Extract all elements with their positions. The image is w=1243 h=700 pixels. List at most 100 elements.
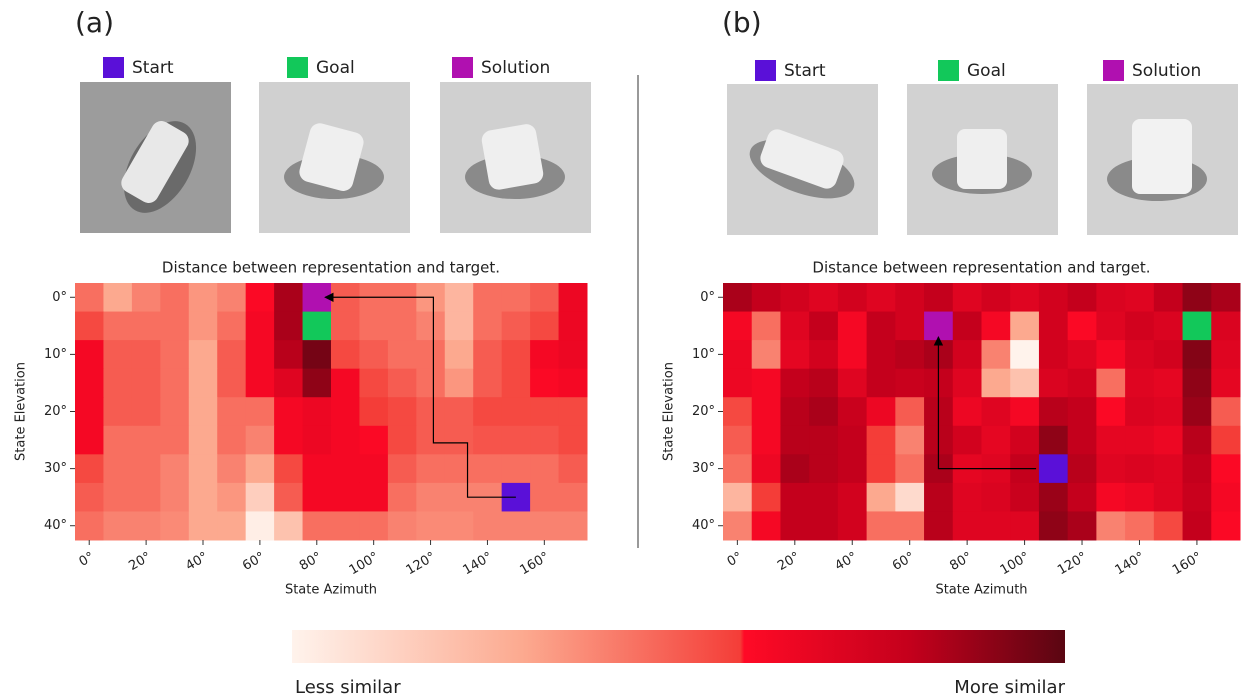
- heatmap-cell: [75, 482, 104, 512]
- panel-label: (b): [722, 6, 762, 39]
- heatmap-cell: [217, 397, 247, 427]
- heatmap-cell: [981, 368, 1011, 398]
- heatmap-cell: [1153, 482, 1184, 512]
- heatmap-cell: [359, 511, 389, 541]
- heatmap-cell: [331, 482, 360, 512]
- heatmap-cell: [981, 397, 1011, 427]
- heatmap-cell: [558, 340, 588, 370]
- heatmap-cell: [558, 311, 588, 341]
- heatmap-cell: [75, 425, 104, 455]
- heatmap-cell: [416, 482, 446, 512]
- heatmap-cell: [302, 340, 332, 370]
- marker-goal: [302, 311, 331, 341]
- heatmap-cell: [245, 511, 275, 541]
- y-tick-label: 30°: [692, 461, 715, 476]
- heatmap-cell: [809, 340, 839, 370]
- heatmap-cell: [1010, 283, 1040, 313]
- heatmap-cell: [1096, 368, 1126, 398]
- heatmap-cell: [751, 397, 781, 427]
- heatmap-cell: [188, 283, 218, 313]
- heatmap-cell: [274, 397, 304, 427]
- heatmap-cell: [1153, 311, 1184, 341]
- heatmap-cell: [558, 283, 588, 313]
- heatmap-cell: [866, 454, 896, 484]
- heatmap-cell: [530, 397, 560, 427]
- heatmap-cell: [924, 283, 954, 313]
- heatmap-cell: [723, 283, 753, 313]
- heatmap-cell: [558, 482, 588, 512]
- heatmap-cell: [981, 311, 1011, 341]
- heatmap-cell: [924, 511, 954, 541]
- heatmap-cell: [866, 340, 896, 370]
- legend-label: Goal: [967, 61, 1006, 81]
- heatmap-cell: [387, 425, 417, 455]
- heatmap-cell: [530, 482, 560, 512]
- heatmap-cell: [274, 311, 304, 341]
- heatmap-cell: [444, 283, 474, 313]
- heatmap-cell: [1010, 368, 1040, 398]
- heatmap-cell: [1096, 340, 1126, 370]
- heatmap-cell: [780, 283, 810, 313]
- x-tick-label: 100°: [347, 550, 382, 579]
- heatmap-cell: [751, 511, 781, 541]
- heatmap-cell: [866, 311, 896, 341]
- heatmap-cell: [217, 368, 247, 398]
- heatmap-cell: [1010, 340, 1040, 370]
- heatmap-cell: [75, 368, 104, 398]
- heatmap-cell: [245, 397, 275, 427]
- heatmap-cell: [473, 511, 503, 541]
- heatmap-cell: [1211, 283, 1241, 313]
- heatmap-cell: [473, 425, 503, 455]
- heatmap-cell: [359, 368, 389, 398]
- heatmap-cell: [416, 425, 446, 455]
- heatmap-cell: [1010, 425, 1040, 455]
- heatmap-cell: [952, 340, 982, 370]
- heatmap-cell: [501, 283, 531, 313]
- heatmap-cell: [866, 368, 896, 398]
- heatmap-cell: [895, 340, 925, 370]
- heatmap-cell: [558, 368, 588, 398]
- heatmap-cell: [444, 511, 474, 541]
- heatmap-cell: [780, 397, 810, 427]
- heatmap-cell: [1067, 311, 1097, 341]
- heatmap-cell: [217, 454, 247, 484]
- heatmap-cell: [1125, 425, 1155, 455]
- heatmap-cell: [131, 283, 161, 313]
- solution-path: [933, 336, 1037, 470]
- x-tick-label: 20°: [775, 550, 802, 575]
- heatmap-cell: [981, 425, 1011, 455]
- heatmap-cell: [780, 482, 810, 512]
- heatmap-cell: [75, 454, 104, 484]
- heatmap-cell: [952, 425, 982, 455]
- heatmap-cell: [359, 482, 389, 512]
- legend-swatch: [103, 57, 124, 78]
- heatmap-cell: [1096, 397, 1126, 427]
- heatmap-cell: [387, 511, 417, 541]
- x-tick-label: 40°: [833, 550, 860, 575]
- heatmap-cell: [837, 283, 868, 313]
- heatmap-cell: [723, 454, 753, 484]
- heatmap-cell: [952, 397, 982, 427]
- heatmap-cell: [131, 340, 161, 370]
- heatmap-cell: [1182, 397, 1212, 427]
- heatmap-cell: [1067, 511, 1097, 541]
- heatmap-cell: [866, 283, 896, 313]
- x-tick-label: 40°: [183, 550, 210, 575]
- heatmap-cell: [751, 368, 781, 398]
- heatmap-cell: [160, 283, 190, 313]
- heatmap-cell: [331, 511, 360, 541]
- heatmap-cell: [1038, 397, 1069, 427]
- heatmap-cell: [160, 511, 190, 541]
- heatmap-cell: [530, 283, 560, 313]
- x-axis-label: State Azimuth: [285, 583, 377, 598]
- heatmap-cell: [1125, 368, 1155, 398]
- heatmap-cell: [1010, 311, 1040, 341]
- heatmap-cell: [131, 482, 161, 512]
- marker-solution: [924, 311, 953, 341]
- legend-swatch: [755, 60, 776, 81]
- heatmap-cell: [981, 283, 1011, 313]
- heatmap-cell: [751, 311, 781, 341]
- heatmap-cell: [1211, 340, 1241, 370]
- legend-label: Solution: [1132, 61, 1201, 81]
- marker-goal: [1182, 311, 1212, 341]
